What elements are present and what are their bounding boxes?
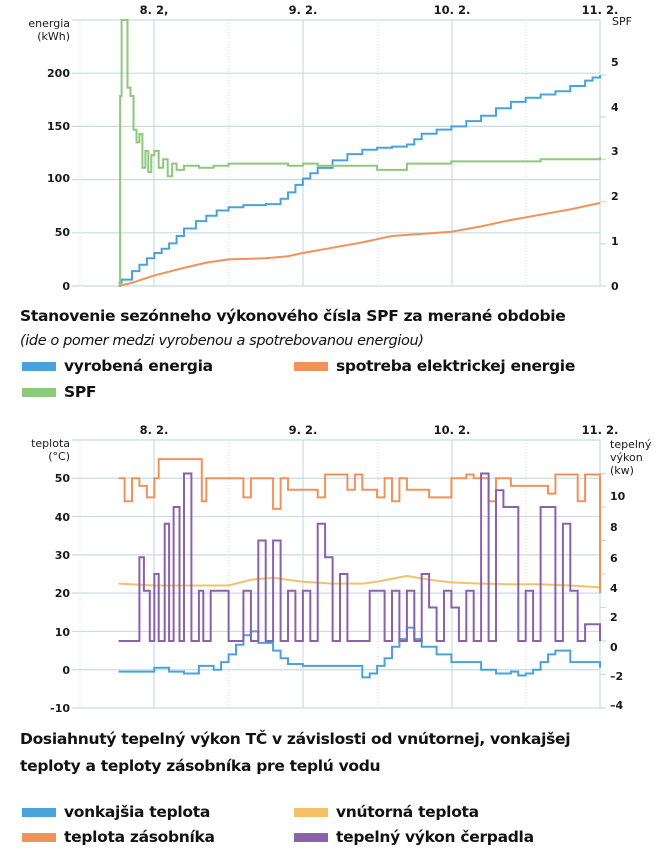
legend-label: spotreba elektrickej energie xyxy=(336,357,576,375)
spf-chart: energia (kWh) SPF 8. 2, 9. 2. 10. 2. 11.… xyxy=(28,3,632,293)
legend-item-vonkajsia-teplota: vonkajšia teplota xyxy=(22,803,210,821)
grid xyxy=(72,19,606,287)
y-tick-label: 150 xyxy=(47,120,70,133)
y2-tick-label: 3 xyxy=(611,145,619,158)
y2-axis-label-line1: tepelný xyxy=(610,438,652,451)
legend-label: SPF xyxy=(64,383,97,401)
y-tick-label: 0 xyxy=(62,664,70,677)
x-tick-label: 11. 2. xyxy=(582,423,619,437)
series xyxy=(118,19,601,287)
y2-tick-label: 10 xyxy=(610,490,626,503)
legend-swatch xyxy=(22,807,56,817)
y-tick-labels: -10 0 10 20 30 40 50 xyxy=(50,472,70,715)
legend-label: teplota zásobníka xyxy=(64,828,215,846)
y-tick-labels: 0 50 100 150 200 xyxy=(47,67,70,293)
y-tick-label: 50 xyxy=(55,472,71,485)
x-tick-labels: 8. 2, 9. 2. 10. 2. 11. 2. xyxy=(140,3,619,17)
series-line-tepelny-vykon-cerpadla xyxy=(118,472,601,642)
legend-label: vyrobená energia xyxy=(64,357,213,375)
legend-label: vnútorná teplota xyxy=(336,803,479,821)
legend-item-teplota-zasobnika: teplota zásobníka xyxy=(22,828,215,846)
y2-tick-label: 2 xyxy=(611,190,619,203)
y-tick-label: 10 xyxy=(55,626,71,639)
y2-tick-labels: –4 –2 0 2 4 6 8 10 xyxy=(610,490,626,712)
legend-label: tepelný výkon čerpadla xyxy=(336,828,534,846)
y2-axis-label-line2: výkon xyxy=(610,451,643,464)
chart1-subtitle: (ide o pomer medzi vyrobenou a spotrebov… xyxy=(20,333,424,349)
y-tick-label: 100 xyxy=(47,172,70,185)
legend-swatch xyxy=(22,387,56,397)
y2-tick-label: 4 xyxy=(610,582,618,595)
chart2-title-line1: Dosiahnutý tepelný výkon TČ v závislosti… xyxy=(20,730,571,748)
y2-tick-label: 6 xyxy=(610,552,618,565)
y-tick-label: 30 xyxy=(55,549,71,562)
axis-labels: energia (kWh) SPF xyxy=(28,15,632,43)
y-axis-label-line1: teplota xyxy=(31,437,70,450)
legend-item-spf: SPF xyxy=(22,383,97,401)
series-line-vonkajsia-teplota xyxy=(118,626,601,679)
axis-labels: teplota (°C) tepelný výkon (kw) xyxy=(31,437,652,477)
x-tick-label: 9. 2. xyxy=(289,3,318,17)
y2-tick-label: 8 xyxy=(610,521,618,534)
y2-tick-labels: 0 1 2 3 4 5 xyxy=(611,56,619,293)
legend-swatch xyxy=(294,832,328,842)
y2-tick-label: 0 xyxy=(610,641,618,654)
y-tick-label: 40 xyxy=(55,511,71,524)
y2-tick-label: –2 xyxy=(610,670,623,683)
x-tick-labels: 8. 2. 9. 2. 10. 2. 11. 2. xyxy=(140,423,619,437)
y-tick-label: 50 xyxy=(55,226,71,239)
legend-label: vonkajšia teplota xyxy=(64,803,211,821)
y-tick-label: 0 xyxy=(62,280,70,293)
y-tick-label: 200 xyxy=(47,67,70,80)
legend-swatch xyxy=(22,832,56,842)
legend-item-spotreba: spotreba elektrickej energie xyxy=(294,357,575,375)
y-tick-label: 20 xyxy=(55,587,71,600)
y2-tick-label: 4 xyxy=(611,101,619,114)
x-tick-label: 11. 2. xyxy=(582,3,619,17)
y-axis-label-line2: (kWh) xyxy=(37,30,70,43)
series xyxy=(118,458,601,679)
chart1-title: Stanovenie sezónneho výkonového čísla SP… xyxy=(20,307,566,325)
legend-item-tepelny-vykon: tepelný výkon čerpadla xyxy=(294,828,534,846)
series-line-spotreba-elektrickej-energie xyxy=(118,202,601,287)
series-line-teplota-zasobnika xyxy=(118,458,601,594)
legend-item-vnutorna-teplota: vnútorná teplota xyxy=(294,803,479,821)
x-tick-label: 9. 2. xyxy=(289,423,318,437)
y-axis-label-line1: energia xyxy=(28,17,70,30)
temperature-power-chart: teplota (°C) tepelný výkon (kw) 8. 2. 9.… xyxy=(31,423,652,715)
series-line-spf xyxy=(118,19,601,287)
series-line-vyrobena-energia xyxy=(118,75,601,284)
x-tick-label: 8. 2, xyxy=(140,3,169,17)
y2-axis-label-line3: (kw) xyxy=(610,464,634,477)
y-axis-label-line2: (°C) xyxy=(48,450,70,463)
legend-item-vyrobena-energia: vyrobená energia xyxy=(22,357,213,375)
chart2-title-line2: teploty a teploty zásobníka pre teplú vo… xyxy=(20,757,381,775)
x-tick-label: 8. 2. xyxy=(140,423,169,437)
y2-tick-label: 2 xyxy=(610,611,618,624)
y2-tick-label: 0 xyxy=(611,280,619,293)
y-tick-label: -10 xyxy=(50,702,70,715)
legend-swatch xyxy=(294,807,328,817)
x-tick-label: 10. 2. xyxy=(434,423,471,437)
y2-axis-label: SPF xyxy=(612,15,632,28)
legend-swatch xyxy=(294,361,328,371)
y2-tick-label: 5 xyxy=(611,56,619,69)
y2-tick-label: –4 xyxy=(610,699,624,712)
legend-swatch xyxy=(22,361,56,371)
series-line-vnutorna-teplota xyxy=(118,574,601,589)
y2-tick-label: 1 xyxy=(611,235,619,248)
x-tick-label: 10. 2. xyxy=(434,3,471,17)
